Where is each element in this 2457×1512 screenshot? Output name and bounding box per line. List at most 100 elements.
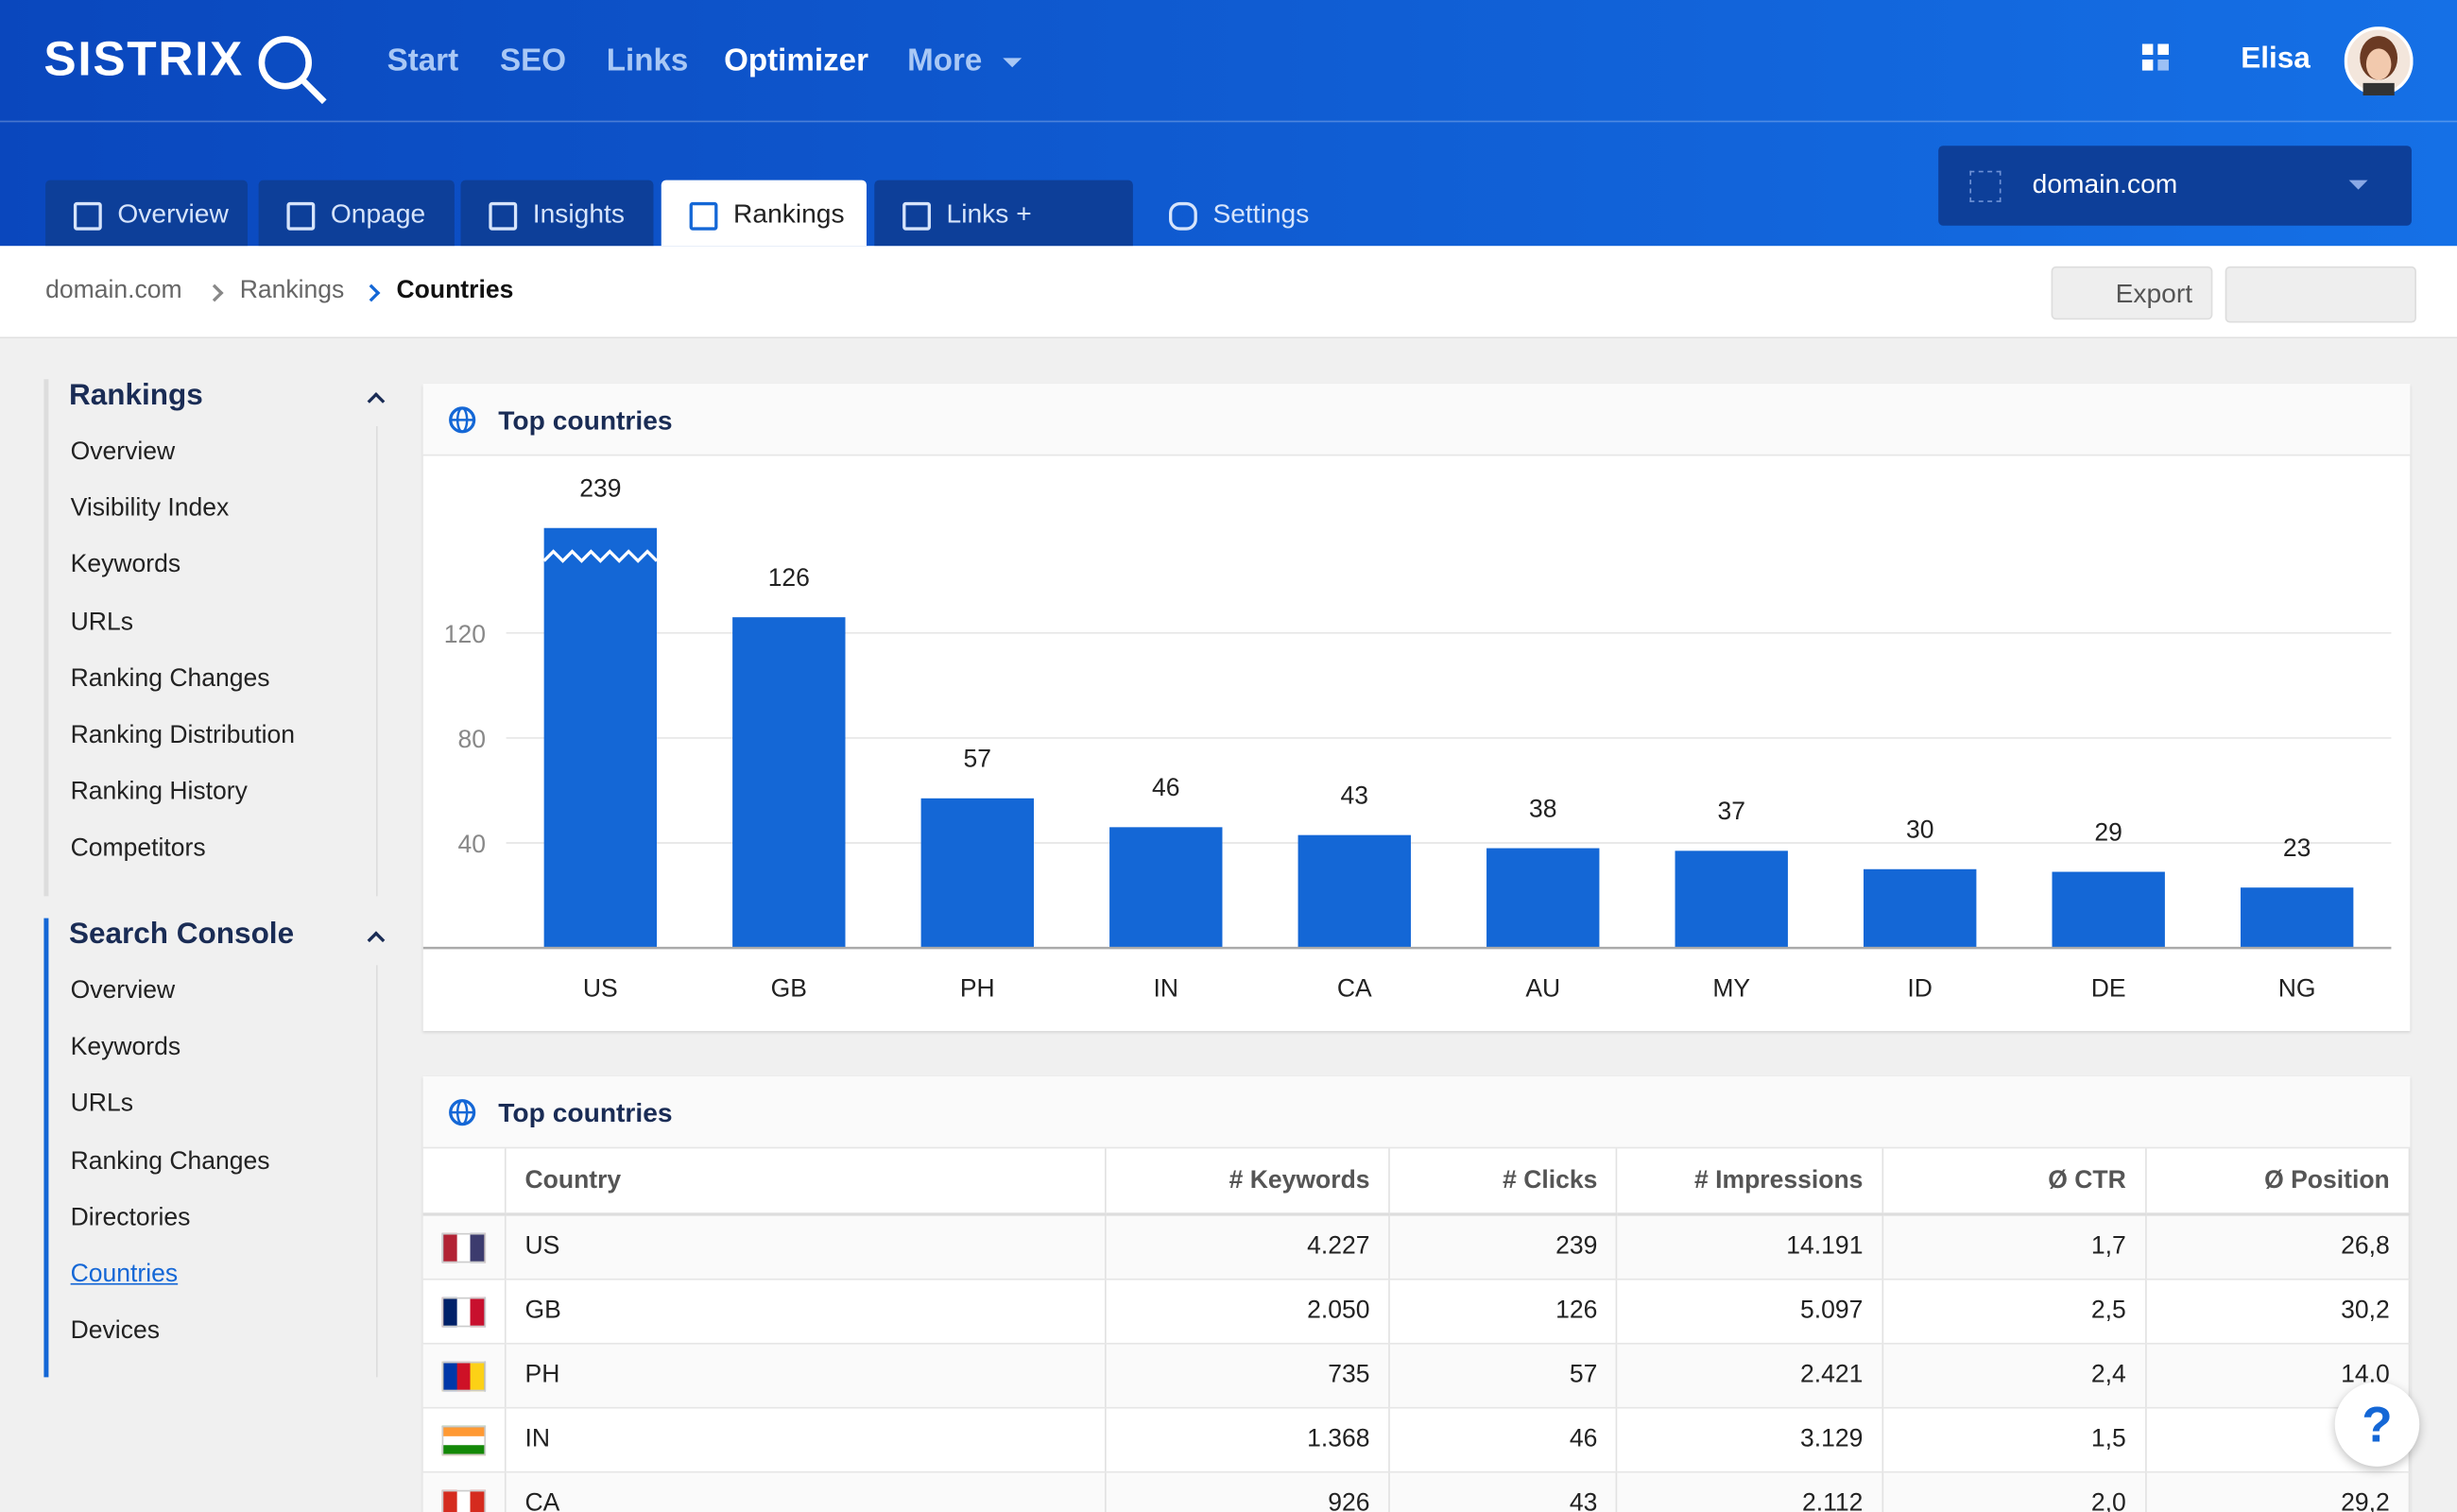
table-row: CA 926 43 2.112 2,0 29,2: [422, 1471, 2411, 1512]
flag: [441, 1424, 487, 1455]
sidebar-group-title[interactable]: Search Console: [68, 918, 295, 952]
table-cell: IN: [505, 1407, 1107, 1473]
table-cell: 2.050: [1105, 1279, 1391, 1345]
flag-cell: [422, 1407, 507, 1473]
table-cell: 1.368: [1105, 1407, 1391, 1473]
x-tick-label: GB: [771, 973, 807, 1002]
value-label: 29: [2094, 817, 2122, 846]
sidebar-item[interactable]: Visibility Index: [70, 495, 230, 523]
card-title: Top countries: [498, 1098, 673, 1128]
value-label: 126: [768, 563, 810, 592]
breadcrumb-item[interactable]: domain.com: [45, 277, 182, 304]
table-cell: CA: [505, 1471, 1107, 1512]
nav-item[interactable]: Optimizer: [724, 43, 869, 78]
avatar[interactable]: [2344, 26, 2414, 96]
bar: [1675, 850, 1788, 949]
sidebar-item[interactable]: Ranking Changes: [70, 1147, 270, 1175]
logo[interactable]: SISTRIX: [43, 31, 245, 87]
flag: [441, 1232, 487, 1263]
export-button[interactable]: Export: [2051, 266, 2213, 320]
domain-label: domain.com: [2032, 169, 2178, 199]
domain-select[interactable]: domain.com: [1938, 146, 2412, 226]
bar: [2240, 887, 2354, 949]
table-cell: 2.421: [1617, 1343, 1884, 1409]
bar: [543, 527, 658, 949]
header-cell: [422, 1148, 507, 1216]
nav-item[interactable]: SEO: [499, 43, 567, 78]
bar: [920, 798, 1034, 949]
x-tick-label: ID: [1907, 973, 1933, 1002]
breadcrumb-item[interactable]: Rankings: [239, 277, 345, 304]
sidebar-item[interactable]: URLs: [70, 609, 133, 636]
x-tick-label: NG: [2278, 973, 2316, 1002]
table-cell: 1,7: [1882, 1213, 2147, 1280]
nav-item[interactable]: Links: [606, 43, 689, 78]
chart-card: Top countries 40 80 120 239 US 126 GB 57 PH 46 IN 4…: [422, 384, 2411, 1031]
sidebar-item[interactable]: Overview: [70, 438, 176, 466]
sidebar-item[interactable]: Countries: [70, 1261, 179, 1288]
nav-item[interactable]: More: [907, 43, 983, 78]
breadcrumb-item: Countries: [396, 277, 514, 304]
table-row: GB 2.050 126 5.097 2,5 30,2: [422, 1279, 2411, 1345]
table-cell: 239: [1389, 1213, 1618, 1280]
x-tick-label: PH: [960, 973, 995, 1002]
sidebar-group-border: [43, 379, 49, 896]
table-cell: 43: [1389, 1471, 1618, 1512]
tab[interactable]: Rankings: [661, 180, 867, 247]
globe-icon: [449, 406, 476, 434]
sidebar-item[interactable]: Keywords: [70, 552, 181, 579]
value-label: 23: [2283, 833, 2311, 862]
header-cell: Country: [505, 1148, 1107, 1216]
flag-cell: [422, 1343, 507, 1409]
sidebar-item[interactable]: Directories: [70, 1204, 191, 1231]
user-name[interactable]: Elisa: [2241, 42, 2311, 76]
table-cell: 2,4: [1882, 1343, 2147, 1409]
flag-cell: [422, 1471, 507, 1512]
select-icon: [1969, 170, 2002, 202]
sidebar-item[interactable]: Keywords: [70, 1034, 181, 1061]
table-cell: 14.191: [1617, 1213, 1884, 1280]
x-tick-label: MY: [1712, 973, 1750, 1002]
flag: [441, 1296, 487, 1327]
apps-icon[interactable]: [2141, 43, 2174, 75]
collapse-icon[interactable]: [367, 931, 386, 950]
toolbar-buttons[interactable]: [2225, 266, 2416, 323]
table-row: PH 735 57 2.421 2,4 14,0: [422, 1343, 2411, 1409]
tab[interactable]: Insights: [460, 180, 654, 247]
sidebar-item[interactable]: Ranking Distribution: [70, 722, 296, 749]
table-row: IN 1.368 46 3.129 1,5: [422, 1407, 2411, 1473]
table-cell: 4.227: [1105, 1213, 1391, 1280]
collapse-icon[interactable]: [367, 392, 386, 410]
table-cell: 2,5: [1882, 1279, 2147, 1345]
sidebar-item[interactable]: Competitors: [70, 835, 206, 863]
sidebar-item[interactable]: URLs: [70, 1091, 133, 1118]
sidebar-track: [375, 965, 378, 1379]
tab[interactable]: Overview: [45, 180, 248, 247]
table-cell: 5.097: [1617, 1279, 1884, 1345]
sidebar-item[interactable]: Ranking Changes: [70, 665, 270, 693]
sidebar-group-title[interactable]: Rankings: [68, 379, 203, 413]
table-cell: GB: [505, 1279, 1107, 1345]
value-label: 43: [1341, 782, 1369, 810]
tab[interactable]: Links + Social: [874, 180, 1133, 298]
tab-icon: [1169, 201, 1197, 231]
chart: 40 80 120 239 US 126 GB 57 PH 46 IN 43 CA 38 AU 37 MY 30 I…: [422, 474, 2392, 1002]
nav-item[interactable]: Start: [387, 43, 459, 78]
globe-icon: [449, 1099, 476, 1126]
x-tick-label: AU: [1525, 973, 1560, 1002]
tab[interactable]: Onpage: [258, 180, 455, 247]
bar: [1109, 827, 1223, 949]
table: Country # Keywords # Clicks # Impressions Ø …: [422, 1148, 2411, 1512]
help-button[interactable]: ?: [2334, 1382, 2420, 1467]
header-row: Country # Keywords # Clicks # Impressions Ø …: [422, 1148, 2411, 1216]
sidebar-item[interactable]: Devices: [70, 1317, 160, 1345]
table-cell: 26,8: [2145, 1213, 2411, 1280]
header-cell: # Keywords: [1105, 1148, 1391, 1216]
tab[interactable]: Settings: [1141, 180, 1329, 247]
flag: [441, 1488, 487, 1512]
sidebar-item[interactable]: Ranking History: [70, 779, 248, 806]
sidebar-item[interactable]: Overview: [70, 977, 176, 1005]
y-tick-label: 40: [458, 830, 487, 858]
header: SISTRIX Elisa domain.com Start SEO Links Op…: [0, 0, 2457, 298]
